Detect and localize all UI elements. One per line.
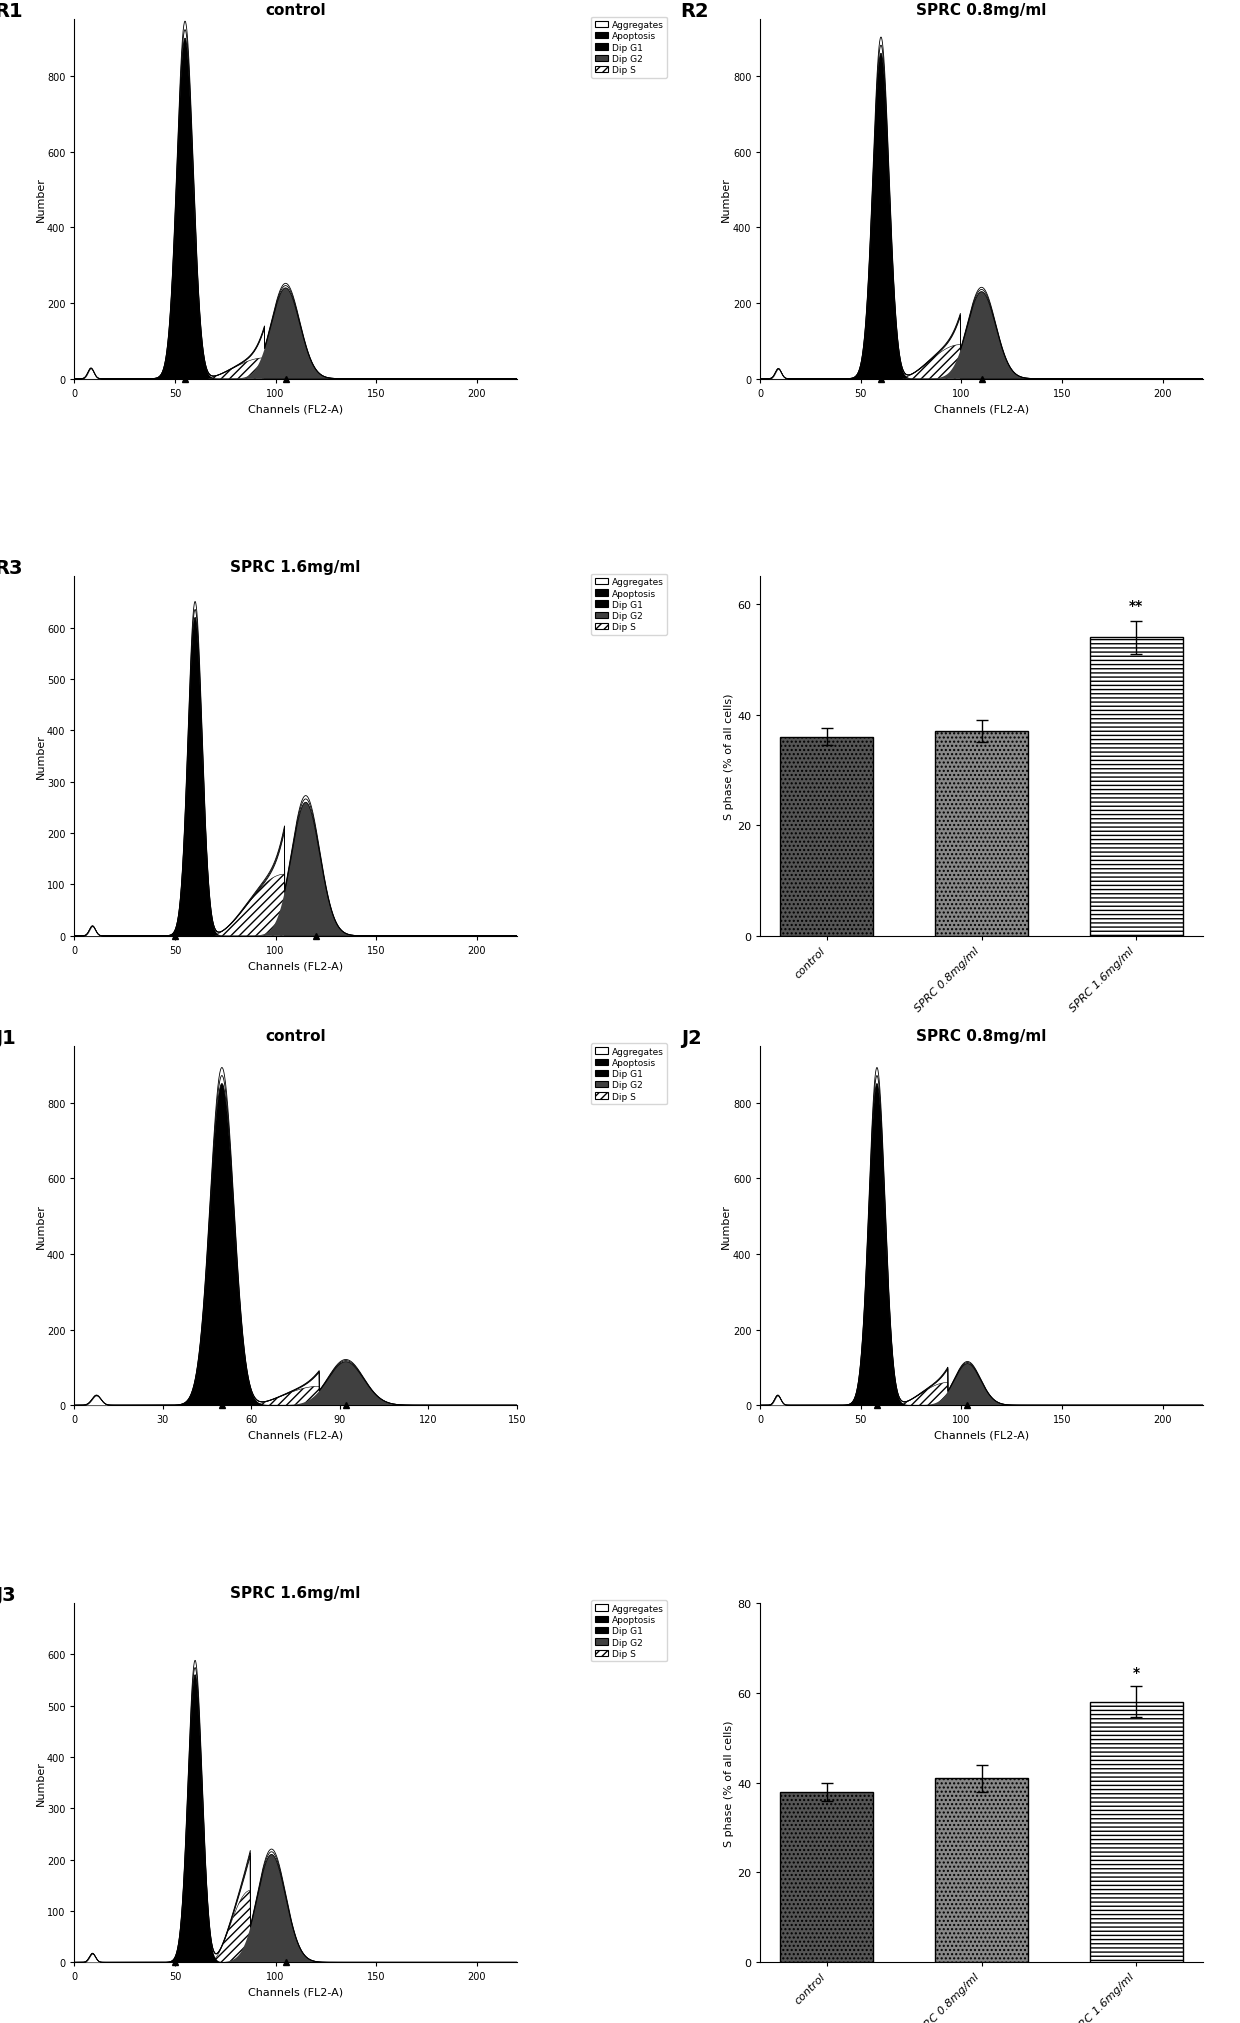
X-axis label: Channels (FL2-A): Channels (FL2-A) [934,1430,1029,1440]
Title: SPRC 0.8mg/ml: SPRC 0.8mg/ml [916,1028,1047,1044]
Y-axis label: Number: Number [36,178,46,223]
X-axis label: Channels (FL2-A): Channels (FL2-A) [248,405,343,415]
X-axis label: Channels (FL2-A): Channels (FL2-A) [248,1987,343,1997]
Text: R1: R1 [0,2,24,22]
X-axis label: Channels (FL2-A): Channels (FL2-A) [248,1430,343,1440]
Legend: Aggregates, Apoptosis, Dip G1, Dip G2, Dip S: Aggregates, Apoptosis, Dip G1, Dip G2, D… [591,1600,667,1661]
Y-axis label: S phase (% of all cells): S phase (% of all cells) [724,694,734,819]
Legend: Aggregates, Apoptosis, Dip G1, Dip G2, Dip S: Aggregates, Apoptosis, Dip G1, Dip G2, D… [591,575,667,635]
Text: J1: J1 [0,1028,15,1048]
Text: J2: J2 [681,1028,702,1048]
Y-axis label: Number: Number [722,1204,732,1248]
Title: SPRC 1.6mg/ml: SPRC 1.6mg/ml [231,1586,361,1600]
Title: SPRC 0.8mg/ml: SPRC 0.8mg/ml [916,2,1047,18]
Legend: Aggregates, Apoptosis, Dip G1, Dip G2, Dip S: Aggregates, Apoptosis, Dip G1, Dip G2, D… [591,18,667,79]
X-axis label: Channels (FL2-A): Channels (FL2-A) [934,405,1029,415]
Bar [1090,1701,1183,1962]
Bar [1090,637,1183,937]
Legend: Aggregates, Apoptosis, Dip G1, Dip G2, Dip S: Aggregates, Apoptosis, Dip G1, Dip G2, D… [591,1044,667,1105]
Text: **: ** [1130,599,1143,613]
Y-axis label: Number: Number [36,1760,46,1805]
Bar [780,1792,873,1962]
Title: control: control [265,2,326,18]
X-axis label: Channels (FL2-A): Channels (FL2-A) [248,961,343,971]
Y-axis label: Number: Number [722,178,732,223]
Text: R2: R2 [681,2,709,22]
Bar [935,1778,1028,1962]
Text: *: * [1132,1665,1140,1679]
Text: R3: R3 [0,558,24,579]
Y-axis label: Number: Number [36,734,46,779]
Bar [935,732,1028,937]
Title: SPRC 1.6mg/ml: SPRC 1.6mg/ml [231,560,361,575]
Text: J3: J3 [0,1586,15,1604]
Bar [780,736,873,937]
Y-axis label: S phase (% of all cells): S phase (% of all cells) [724,1720,734,1845]
Y-axis label: Number: Number [36,1204,46,1248]
Title: control: control [265,1028,326,1044]
